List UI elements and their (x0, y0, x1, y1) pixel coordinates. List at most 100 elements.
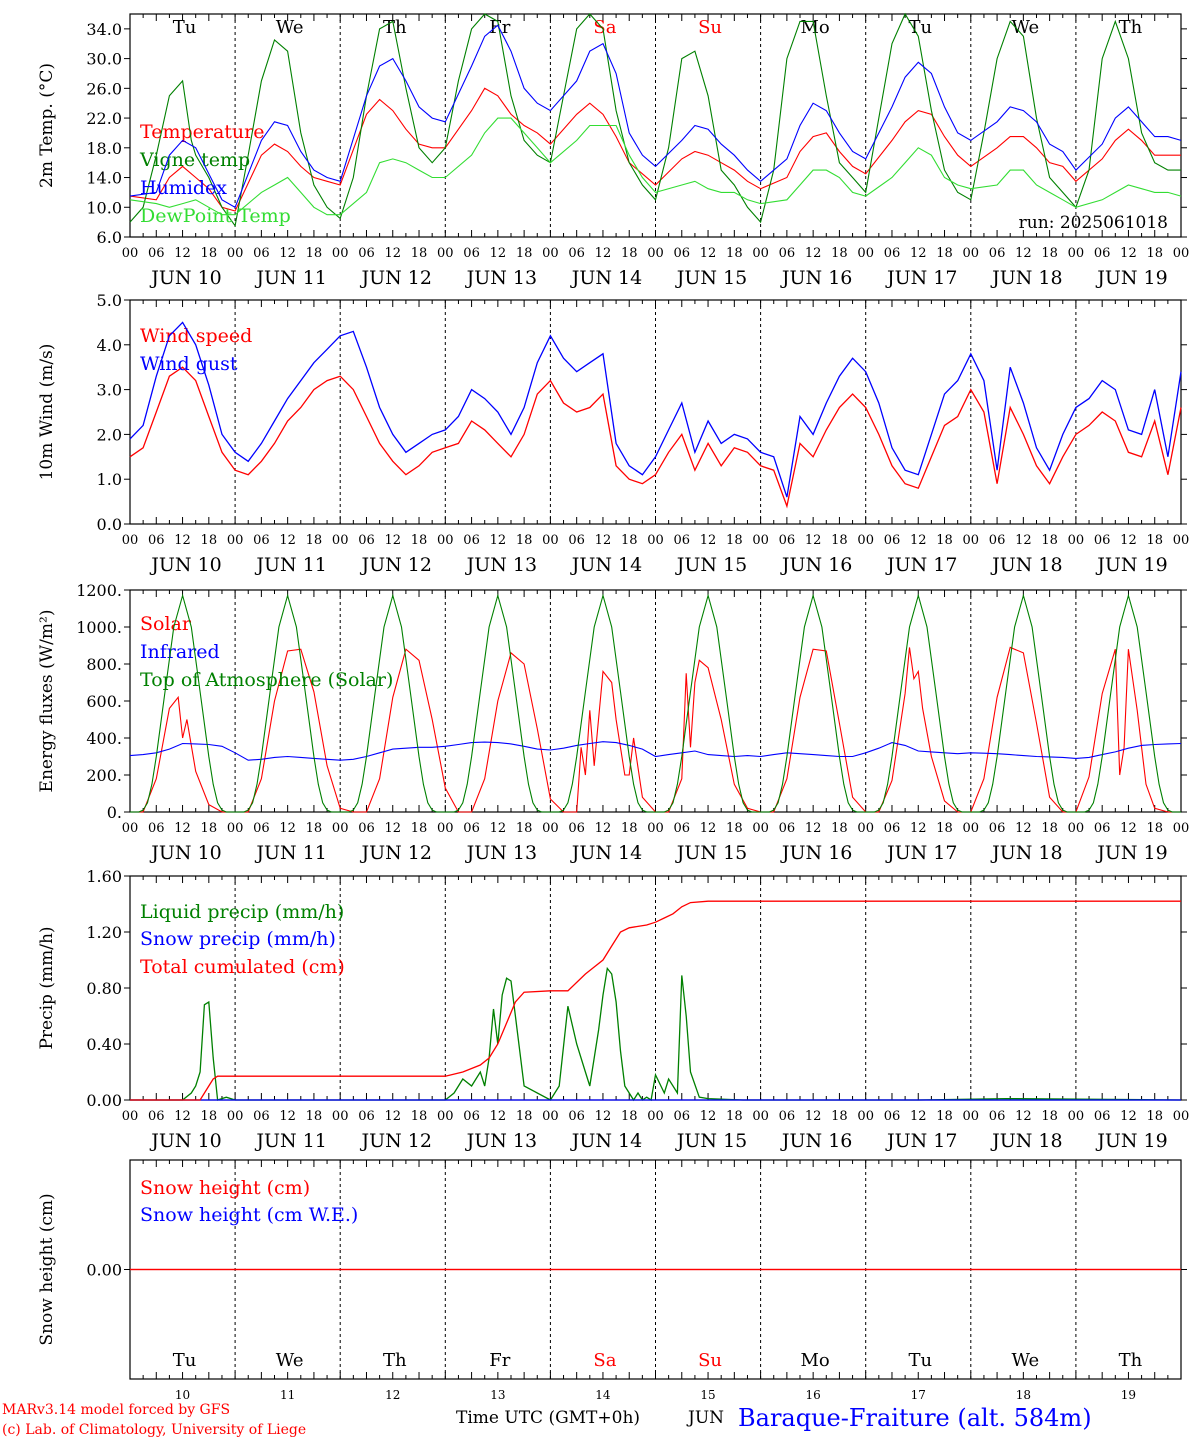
x-hour-label: 00 (857, 246, 874, 261)
x-hour-label: 12 (1120, 1109, 1137, 1124)
x-date-label: JUN 12 (360, 1130, 432, 1152)
footer-axis-title: Time UTC (GMT+0h) (456, 1408, 640, 1428)
x-date-label: JUN 15 (675, 842, 747, 864)
series-line-temperature (129, 87, 1181, 212)
x-hour-label: 00 (542, 821, 559, 836)
x-hour-label: 12 (1015, 1109, 1032, 1124)
x-hour-label: 06 (568, 533, 585, 548)
x-date-label: JUN 15 (675, 267, 747, 289)
x-hour-label: 00 (1068, 246, 1085, 261)
day-of-week-label: Th (1119, 17, 1143, 38)
day-number-label: 12 (385, 1388, 400, 1402)
x-hour-label: 12 (384, 821, 401, 836)
x-hour-label: 12 (910, 821, 927, 836)
y-axis-label: Precip (mm/h) (37, 926, 57, 1049)
x-hour-label: 00 (227, 1109, 244, 1124)
x-hour-label: 00 (647, 1109, 664, 1124)
x-hour-label: 12 (1120, 821, 1137, 836)
x-hour-label: 06 (884, 533, 901, 548)
day-of-week-label: Su (698, 1350, 722, 1371)
x-hour-label: 18 (936, 821, 953, 836)
x-hour-label: 12 (279, 533, 296, 548)
x-date-label: JUN 19 (1095, 842, 1167, 864)
x-hour-label: 00 (332, 1109, 349, 1124)
x-date-label: JUN 13 (465, 842, 537, 864)
x-hour-label: 00 (122, 1109, 139, 1124)
x-hour-label: 18 (831, 533, 848, 548)
x-hour-label: 12 (279, 1109, 296, 1124)
x-hour-label: 12 (910, 1109, 927, 1124)
y-tick-label: 400. (86, 729, 122, 748)
day-of-week-label: Fr (489, 17, 510, 38)
y-tick-label: 30.0 (86, 50, 122, 69)
x-hour-label: 18 (1146, 533, 1163, 548)
x-hour-label: 00 (857, 533, 874, 548)
y-tick-label: 600. (86, 692, 122, 711)
x-hour-label: 18 (1041, 246, 1058, 261)
day-of-week-label: We (1012, 1350, 1040, 1371)
x-hour-label: 18 (306, 821, 323, 836)
x-hour-label: 06 (568, 821, 585, 836)
x-hour-label: 06 (779, 246, 796, 261)
legend-entry: Wind speed (140, 325, 252, 347)
x-hour-label: 12 (384, 1109, 401, 1124)
day-of-week-label: We (1012, 17, 1040, 38)
x-hour-label: 18 (1041, 821, 1058, 836)
y-axis-label: 10m Wind (m/s) (37, 344, 57, 481)
x-date-label: JUN 16 (780, 554, 852, 576)
y-axis-label: 2m Temp. (°C) (37, 63, 57, 188)
series-line-humidex (129, 24, 1182, 209)
x-hour-label: 18 (516, 246, 533, 261)
x-hour-label: 18 (726, 246, 743, 261)
x-hour-label: 18 (516, 533, 533, 548)
y-tick-label: 800. (86, 655, 122, 674)
x-hour-label: 00 (437, 821, 454, 836)
x-hour-label: 06 (674, 246, 691, 261)
x-date-label: JUN 16 (780, 842, 852, 864)
x-date-label: JUN 19 (1095, 267, 1167, 289)
series-line-wind-speed (129, 366, 1182, 509)
x-hour-label: 00 (963, 1109, 980, 1124)
x-hour-label: 06 (463, 533, 480, 548)
x-hour-label: 12 (805, 533, 822, 548)
x-date-label: JUN 15 (675, 554, 747, 576)
x-date-label: JUN 15 (675, 1130, 747, 1152)
day-number-label: 10 (175, 1388, 190, 1402)
day-of-week-label: Tu (908, 1350, 932, 1371)
x-hour-label: 18 (1146, 1109, 1163, 1124)
day-of-week-label: We (276, 17, 304, 38)
legend-entry: Wind gust (140, 353, 238, 375)
x-hour-label: 06 (1094, 246, 1111, 261)
x-hour-label: 06 (463, 821, 480, 836)
day-of-week-label: Sa (593, 17, 616, 38)
x-date-label: JUN 19 (1095, 554, 1167, 576)
x-hour-label: 06 (674, 1109, 691, 1124)
x-date-label: JUN 19 (1095, 1130, 1167, 1152)
x-hour-label: 06 (989, 533, 1006, 548)
day-of-week-label: Tu (173, 17, 197, 38)
day-number-label: 13 (490, 1388, 505, 1402)
x-hour-label: 18 (1146, 821, 1163, 836)
x-date-label: JUN 13 (465, 1130, 537, 1152)
day-number-label: 11 (280, 1388, 295, 1402)
x-hour-label: 00 (542, 1109, 559, 1124)
x-hour-label: 12 (595, 246, 612, 261)
x-hour-label: 12 (805, 246, 822, 261)
y-tick-label: 1000. (76, 618, 122, 637)
x-hour-label: 18 (726, 1109, 743, 1124)
x-hour-label: 00 (1068, 1109, 1085, 1124)
x-hour-label: 12 (1015, 246, 1032, 261)
x-date-label: JUN 10 (149, 1130, 221, 1152)
x-hour-label: 12 (1015, 533, 1032, 548)
x-hour-label: 12 (174, 246, 191, 261)
x-hour-label: 12 (700, 1109, 717, 1124)
y-tick-label: 200. (86, 766, 122, 785)
x-hour-label: 00 (437, 1109, 454, 1124)
x-hour-label: 00 (227, 533, 244, 548)
x-hour-label: 00 (963, 533, 980, 548)
x-hour-label: 06 (779, 821, 796, 836)
series-line-infrared (129, 741, 1182, 761)
x-date-label: JUN 14 (570, 1130, 642, 1152)
x-hour-label: 00 (963, 246, 980, 261)
